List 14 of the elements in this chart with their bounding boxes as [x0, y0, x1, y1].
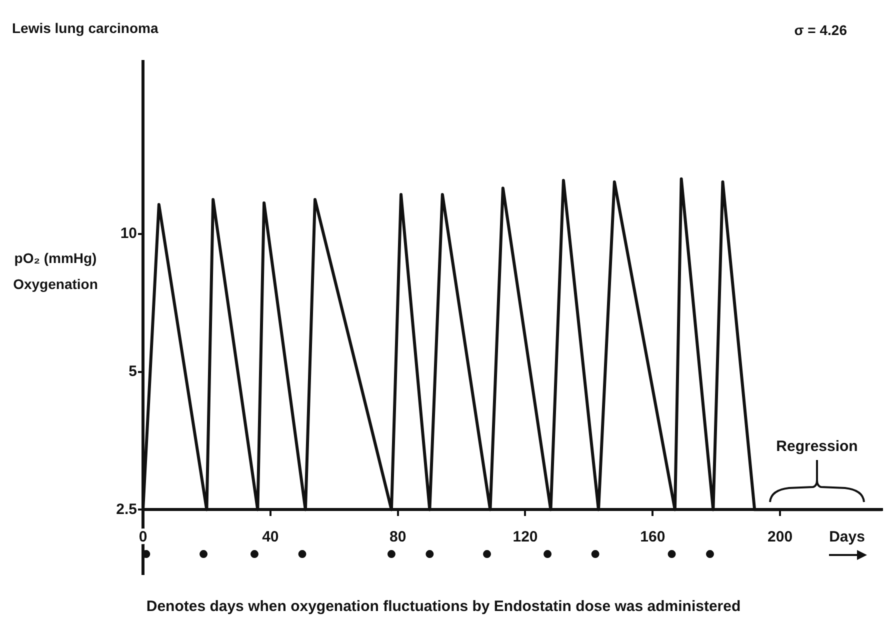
- y-tick-label: 2.5: [116, 500, 137, 518]
- y-tick-label: 10: [120, 225, 137, 242]
- x-tick-label: 120: [512, 528, 538, 546]
- x-tick-label: 40: [262, 528, 279, 546]
- text: σ = 4.26: [794, 22, 847, 38]
- x-axis-title: Days: [829, 528, 865, 546]
- y-tick-label: 5: [128, 363, 137, 380]
- annotation: Regression: [776, 438, 858, 455]
- text: Denotes days when oxygenation fluctuations by Endostatin dose was administered: [145, 598, 742, 615]
- x-tick-label: 160: [640, 528, 666, 546]
- chart-title: Lewis lung carcinoma: [12, 20, 158, 36]
- y-axis-title: pO₂ (mmHg) Oxygenation: [12, 249, 99, 294]
- x-tick-label: 80: [389, 528, 406, 546]
- x-tick-label: 200: [768, 528, 793, 546]
